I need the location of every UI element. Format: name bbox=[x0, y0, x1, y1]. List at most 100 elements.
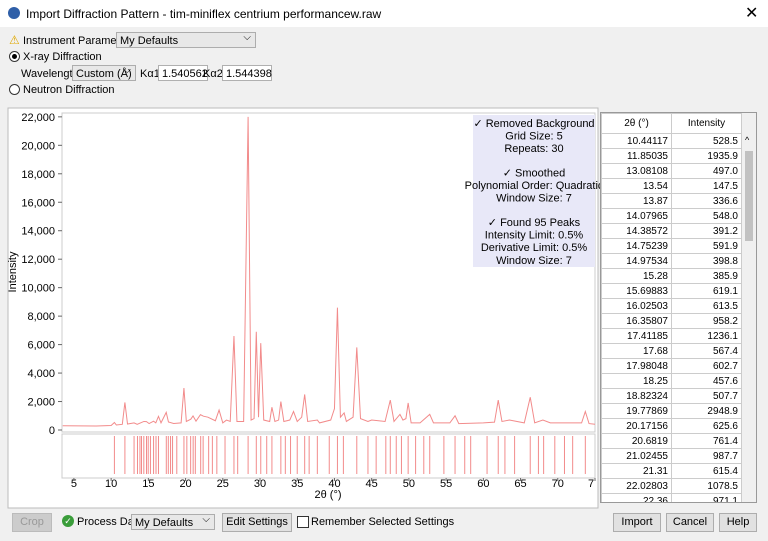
table-cell: 13.87 bbox=[601, 193, 672, 209]
table-cell: 385.9 bbox=[671, 268, 742, 284]
table-row[interactable]: 20.6819 761.4 bbox=[601, 433, 742, 449]
table-cell: 17.68 bbox=[601, 343, 672, 359]
ka2-input[interactable]: 1.544398 bbox=[222, 65, 272, 81]
table-cell: 958.2 bbox=[671, 313, 742, 329]
table-row[interactable]: 14.75239 591.9 bbox=[601, 238, 742, 254]
table-row[interactable]: 14.97534 398.8 bbox=[601, 253, 742, 269]
annotation: ✓ Removed Background bbox=[473, 118, 594, 130]
table-row[interactable]: 22.02803 1078.5 bbox=[601, 478, 742, 494]
ka1-input[interactable]: 1.540562 bbox=[158, 65, 208, 81]
scrollbar[interactable]: ^ bbox=[742, 113, 756, 502]
table-row[interactable]: 11.85035 1935.9 bbox=[601, 148, 742, 164]
x-tick-label: 20 bbox=[179, 478, 191, 490]
table-row[interactable]: 22.36 971.1 bbox=[601, 493, 742, 502]
x-axis-label: 2θ (°) bbox=[314, 489, 341, 501]
data-line bbox=[62, 116, 595, 427]
table-row[interactable]: 18.25 457.6 bbox=[601, 373, 742, 389]
table-row[interactable]: 13.54 147.5 bbox=[601, 178, 742, 194]
table-row[interactable]: 15.69883 619.1 bbox=[601, 283, 742, 299]
close-button[interactable]: ✕ bbox=[745, 5, 759, 22]
table-row[interactable]: 15.28 385.9 bbox=[601, 268, 742, 284]
table-row[interactable]: 17.41185 1236.1 bbox=[601, 328, 742, 344]
column-header[interactable]: 2θ (°) bbox=[601, 113, 672, 134]
table-cell: 497.0 bbox=[671, 163, 742, 179]
table-row[interactable]: 19.77869 2948.9 bbox=[601, 403, 742, 419]
table-cell: 1078.5 bbox=[671, 478, 742, 494]
table-cell: 21.31 bbox=[601, 463, 672, 479]
table: 2θ (°) Intensity 10.44117 528.5 11.85035 1935… bbox=[601, 113, 742, 502]
window-title: Import Diffraction Pattern - tim-minifle… bbox=[26, 7, 382, 21]
x-tick-label: 10 bbox=[105, 478, 117, 490]
table-cell: 987.7 bbox=[671, 448, 742, 464]
y-tick-label: 22,000 bbox=[21, 112, 55, 124]
scroll-up[interactable]: ^ bbox=[745, 135, 750, 145]
table-row[interactable]: 17.68 567.4 bbox=[601, 343, 742, 359]
y-tick-label: 10,000 bbox=[21, 283, 55, 295]
table-header: 2θ (°) Intensity bbox=[601, 113, 742, 134]
annotation: Polynomial Order: Quadratic bbox=[465, 180, 600, 192]
x-tick-label: 60 bbox=[477, 478, 489, 490]
remember-checkbox[interactable] bbox=[297, 516, 309, 528]
table-cell: 14.97534 bbox=[601, 253, 672, 269]
table-row[interactable]: 18.82324 507.7 bbox=[601, 388, 742, 404]
table-row[interactable]: 14.38572 391.2 bbox=[601, 223, 742, 239]
x-tick-label: 25 bbox=[217, 478, 229, 490]
y-tick-label: 12,000 bbox=[21, 254, 55, 266]
table-row[interactable]: 20.17156 625.6 bbox=[601, 418, 742, 434]
help-button[interactable]: Help bbox=[719, 513, 757, 532]
table-cell: 147.5 bbox=[671, 178, 742, 194]
table-cell: 507.7 bbox=[671, 388, 742, 404]
remember-label: Remember Selected Settings bbox=[311, 516, 455, 528]
table-row[interactable]: 17.98048 602.7 bbox=[601, 358, 742, 374]
chart: Intensity 2θ (°) 0 2,000 4,000 6,000 8,000 10… bbox=[7, 107, 600, 509]
edit-settings-button[interactable]: Edit Settings bbox=[222, 513, 292, 532]
process-dropdown[interactable]: My Defaults bbox=[131, 512, 215, 530]
annotation: ✓ Found 95 Peaks bbox=[488, 217, 581, 229]
cancel-button[interactable]: Cancel bbox=[666, 513, 714, 532]
table-cell: 14.07965 bbox=[601, 208, 672, 224]
x-tick-label: 55 bbox=[440, 478, 452, 490]
table-cell: 22.36 bbox=[601, 493, 672, 502]
x-tick-label: 45 bbox=[366, 478, 378, 490]
table-row[interactable]: 13.87 336.6 bbox=[601, 193, 742, 209]
table-cell: 15.69883 bbox=[601, 283, 672, 299]
table-cell: 613.5 bbox=[671, 298, 742, 314]
table-row[interactable]: 16.02503 613.5 bbox=[601, 298, 742, 314]
annotation: Window Size: 7 bbox=[496, 193, 572, 205]
table-cell: 10.44117 bbox=[601, 133, 672, 149]
table-row[interactable]: 14.07965 548.0 bbox=[601, 208, 742, 224]
annotation: Intensity Limit: 0.5% bbox=[485, 230, 584, 242]
scroll-thumb[interactable] bbox=[745, 151, 753, 241]
table-cell: 19.77869 bbox=[601, 403, 672, 419]
x-tick-label: 40 bbox=[328, 478, 340, 490]
crop-button[interactable]: Crop bbox=[12, 513, 52, 532]
column-header[interactable]: Intensity bbox=[671, 113, 742, 134]
table-row[interactable]: 21.31 615.4 bbox=[601, 463, 742, 479]
y-tick-label: 2,000 bbox=[27, 397, 55, 409]
table-row[interactable]: 21.02455 987.7 bbox=[601, 448, 742, 464]
wavelength-dropdown[interactable]: Custom (Å) bbox=[72, 63, 136, 81]
instrument-dropdown[interactable]: My Defaults bbox=[116, 30, 256, 48]
table-cell: 619.1 bbox=[671, 283, 742, 299]
table-cell: 14.38572 bbox=[601, 223, 672, 239]
xray-radio[interactable] bbox=[9, 51, 20, 62]
annotation: Window Size: 7 bbox=[496, 255, 572, 267]
annotation: Repeats: 30 bbox=[504, 143, 563, 155]
annotation: ✓ Smoothed bbox=[503, 168, 565, 180]
neutron-radio[interactable] bbox=[9, 84, 20, 95]
table-cell: 548.0 bbox=[671, 208, 742, 224]
y-tick-label: 0 bbox=[49, 425, 55, 437]
table-cell: 391.2 bbox=[671, 223, 742, 239]
table-cell: 15.28 bbox=[601, 268, 672, 284]
table-row[interactable]: 10.44117 528.5 bbox=[601, 133, 742, 149]
instrument-label: Instrument Parameters: bbox=[23, 35, 138, 47]
table-cell: 17.98048 bbox=[601, 358, 672, 374]
import-button[interactable]: Import bbox=[613, 513, 661, 532]
y-tick-label: 6,000 bbox=[27, 340, 55, 352]
table-cell: 20.6819 bbox=[601, 433, 672, 449]
table-cell: 20.17156 bbox=[601, 418, 672, 434]
table-row[interactable]: 16.35807 958.2 bbox=[601, 313, 742, 329]
table-row[interactable]: 13.08108 497.0 bbox=[601, 163, 742, 179]
annotation-box bbox=[473, 115, 595, 267]
table-cell: 591.9 bbox=[671, 238, 742, 254]
